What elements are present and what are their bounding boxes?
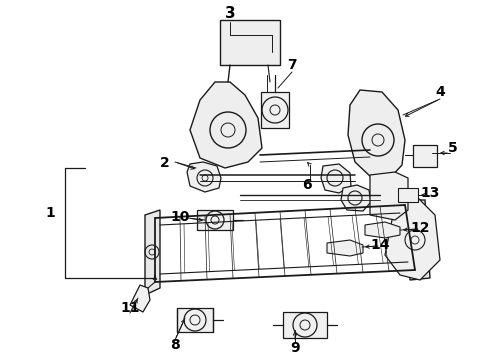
Text: 1: 1	[45, 206, 55, 220]
Polygon shape	[261, 92, 289, 128]
Text: 2: 2	[160, 156, 170, 170]
Polygon shape	[341, 185, 371, 211]
Polygon shape	[413, 145, 437, 167]
Text: 5: 5	[448, 141, 458, 155]
Polygon shape	[220, 20, 280, 65]
Text: 14: 14	[370, 238, 390, 252]
Text: 7: 7	[287, 58, 297, 72]
Text: 12: 12	[410, 221, 430, 235]
Polygon shape	[197, 210, 233, 230]
Polygon shape	[130, 285, 150, 312]
Text: 11: 11	[120, 301, 140, 315]
Polygon shape	[327, 240, 363, 256]
Polygon shape	[370, 172, 408, 220]
Polygon shape	[145, 210, 160, 295]
Polygon shape	[283, 312, 327, 338]
Polygon shape	[348, 90, 405, 178]
Text: 3: 3	[225, 6, 235, 22]
Text: 4: 4	[435, 85, 445, 99]
Polygon shape	[187, 162, 221, 192]
Polygon shape	[190, 82, 262, 168]
Polygon shape	[177, 308, 213, 332]
Polygon shape	[385, 195, 440, 280]
Text: 9: 9	[290, 341, 300, 355]
Text: 6: 6	[302, 178, 312, 192]
Polygon shape	[365, 222, 400, 238]
Text: 10: 10	[171, 210, 190, 224]
Text: 13: 13	[420, 186, 440, 200]
Polygon shape	[405, 200, 430, 280]
Polygon shape	[321, 164, 351, 193]
Text: 8: 8	[170, 338, 180, 352]
Polygon shape	[398, 188, 418, 202]
